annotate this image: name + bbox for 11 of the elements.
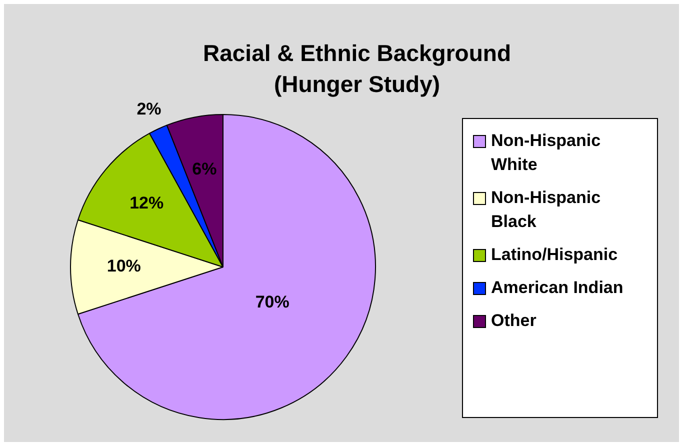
data-label: 2% bbox=[136, 99, 162, 118]
data-label: 10% bbox=[106, 256, 141, 276]
legend-label: Latino/Hispanic bbox=[491, 244, 618, 266]
chart-title: Racial & Ethnic Background (Hunger Study) bbox=[202, 39, 512, 99]
legend-label: Other bbox=[491, 310, 536, 332]
data-label: 70% bbox=[255, 292, 290, 312]
data-label: 6% bbox=[192, 159, 217, 178]
legend-label: Non-Hispanic Black bbox=[491, 187, 602, 233]
legend-label: American Indian bbox=[491, 277, 624, 299]
data-label: 12% bbox=[130, 194, 164, 213]
legend-label: Non-Hispanic White bbox=[491, 130, 602, 176]
